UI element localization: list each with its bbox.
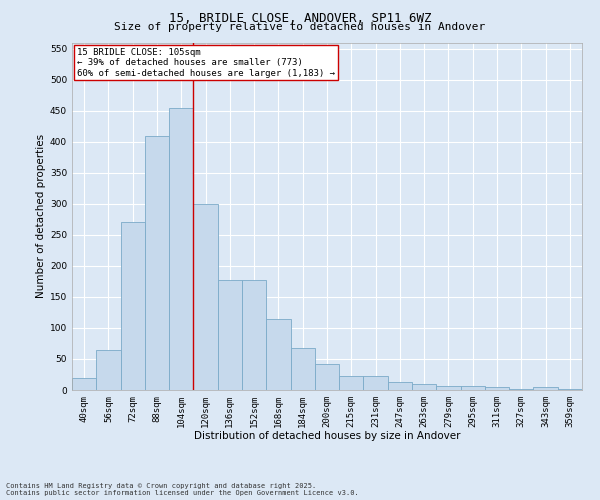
X-axis label: Distribution of detached houses by size in Andover: Distribution of detached houses by size … xyxy=(194,432,460,442)
Bar xyxy=(558,389,582,390)
Bar xyxy=(315,364,339,390)
Bar xyxy=(96,350,121,390)
Bar xyxy=(290,348,315,390)
Bar xyxy=(364,376,388,390)
Bar xyxy=(485,387,509,390)
Bar xyxy=(218,280,242,390)
Bar xyxy=(193,204,218,390)
Text: Contains HM Land Registry data © Crown copyright and database right 2025.
Contai: Contains HM Land Registry data © Crown c… xyxy=(6,483,359,496)
Bar xyxy=(169,108,193,390)
Y-axis label: Number of detached properties: Number of detached properties xyxy=(36,134,46,298)
Text: 15 BRIDLE CLOSE: 105sqm
← 39% of detached houses are smaller (773)
60% of semi-d: 15 BRIDLE CLOSE: 105sqm ← 39% of detache… xyxy=(77,48,335,78)
Bar xyxy=(461,386,485,390)
Bar xyxy=(388,382,412,390)
Bar xyxy=(266,318,290,390)
Bar xyxy=(339,376,364,390)
Bar xyxy=(533,387,558,390)
Bar xyxy=(412,384,436,390)
Bar xyxy=(145,136,169,390)
Bar xyxy=(509,389,533,390)
Text: Size of property relative to detached houses in Andover: Size of property relative to detached ho… xyxy=(115,22,485,32)
Bar xyxy=(436,386,461,390)
Text: 15, BRIDLE CLOSE, ANDOVER, SP11 6WZ: 15, BRIDLE CLOSE, ANDOVER, SP11 6WZ xyxy=(169,12,431,24)
Bar xyxy=(242,280,266,390)
Bar xyxy=(121,222,145,390)
Bar xyxy=(72,378,96,390)
